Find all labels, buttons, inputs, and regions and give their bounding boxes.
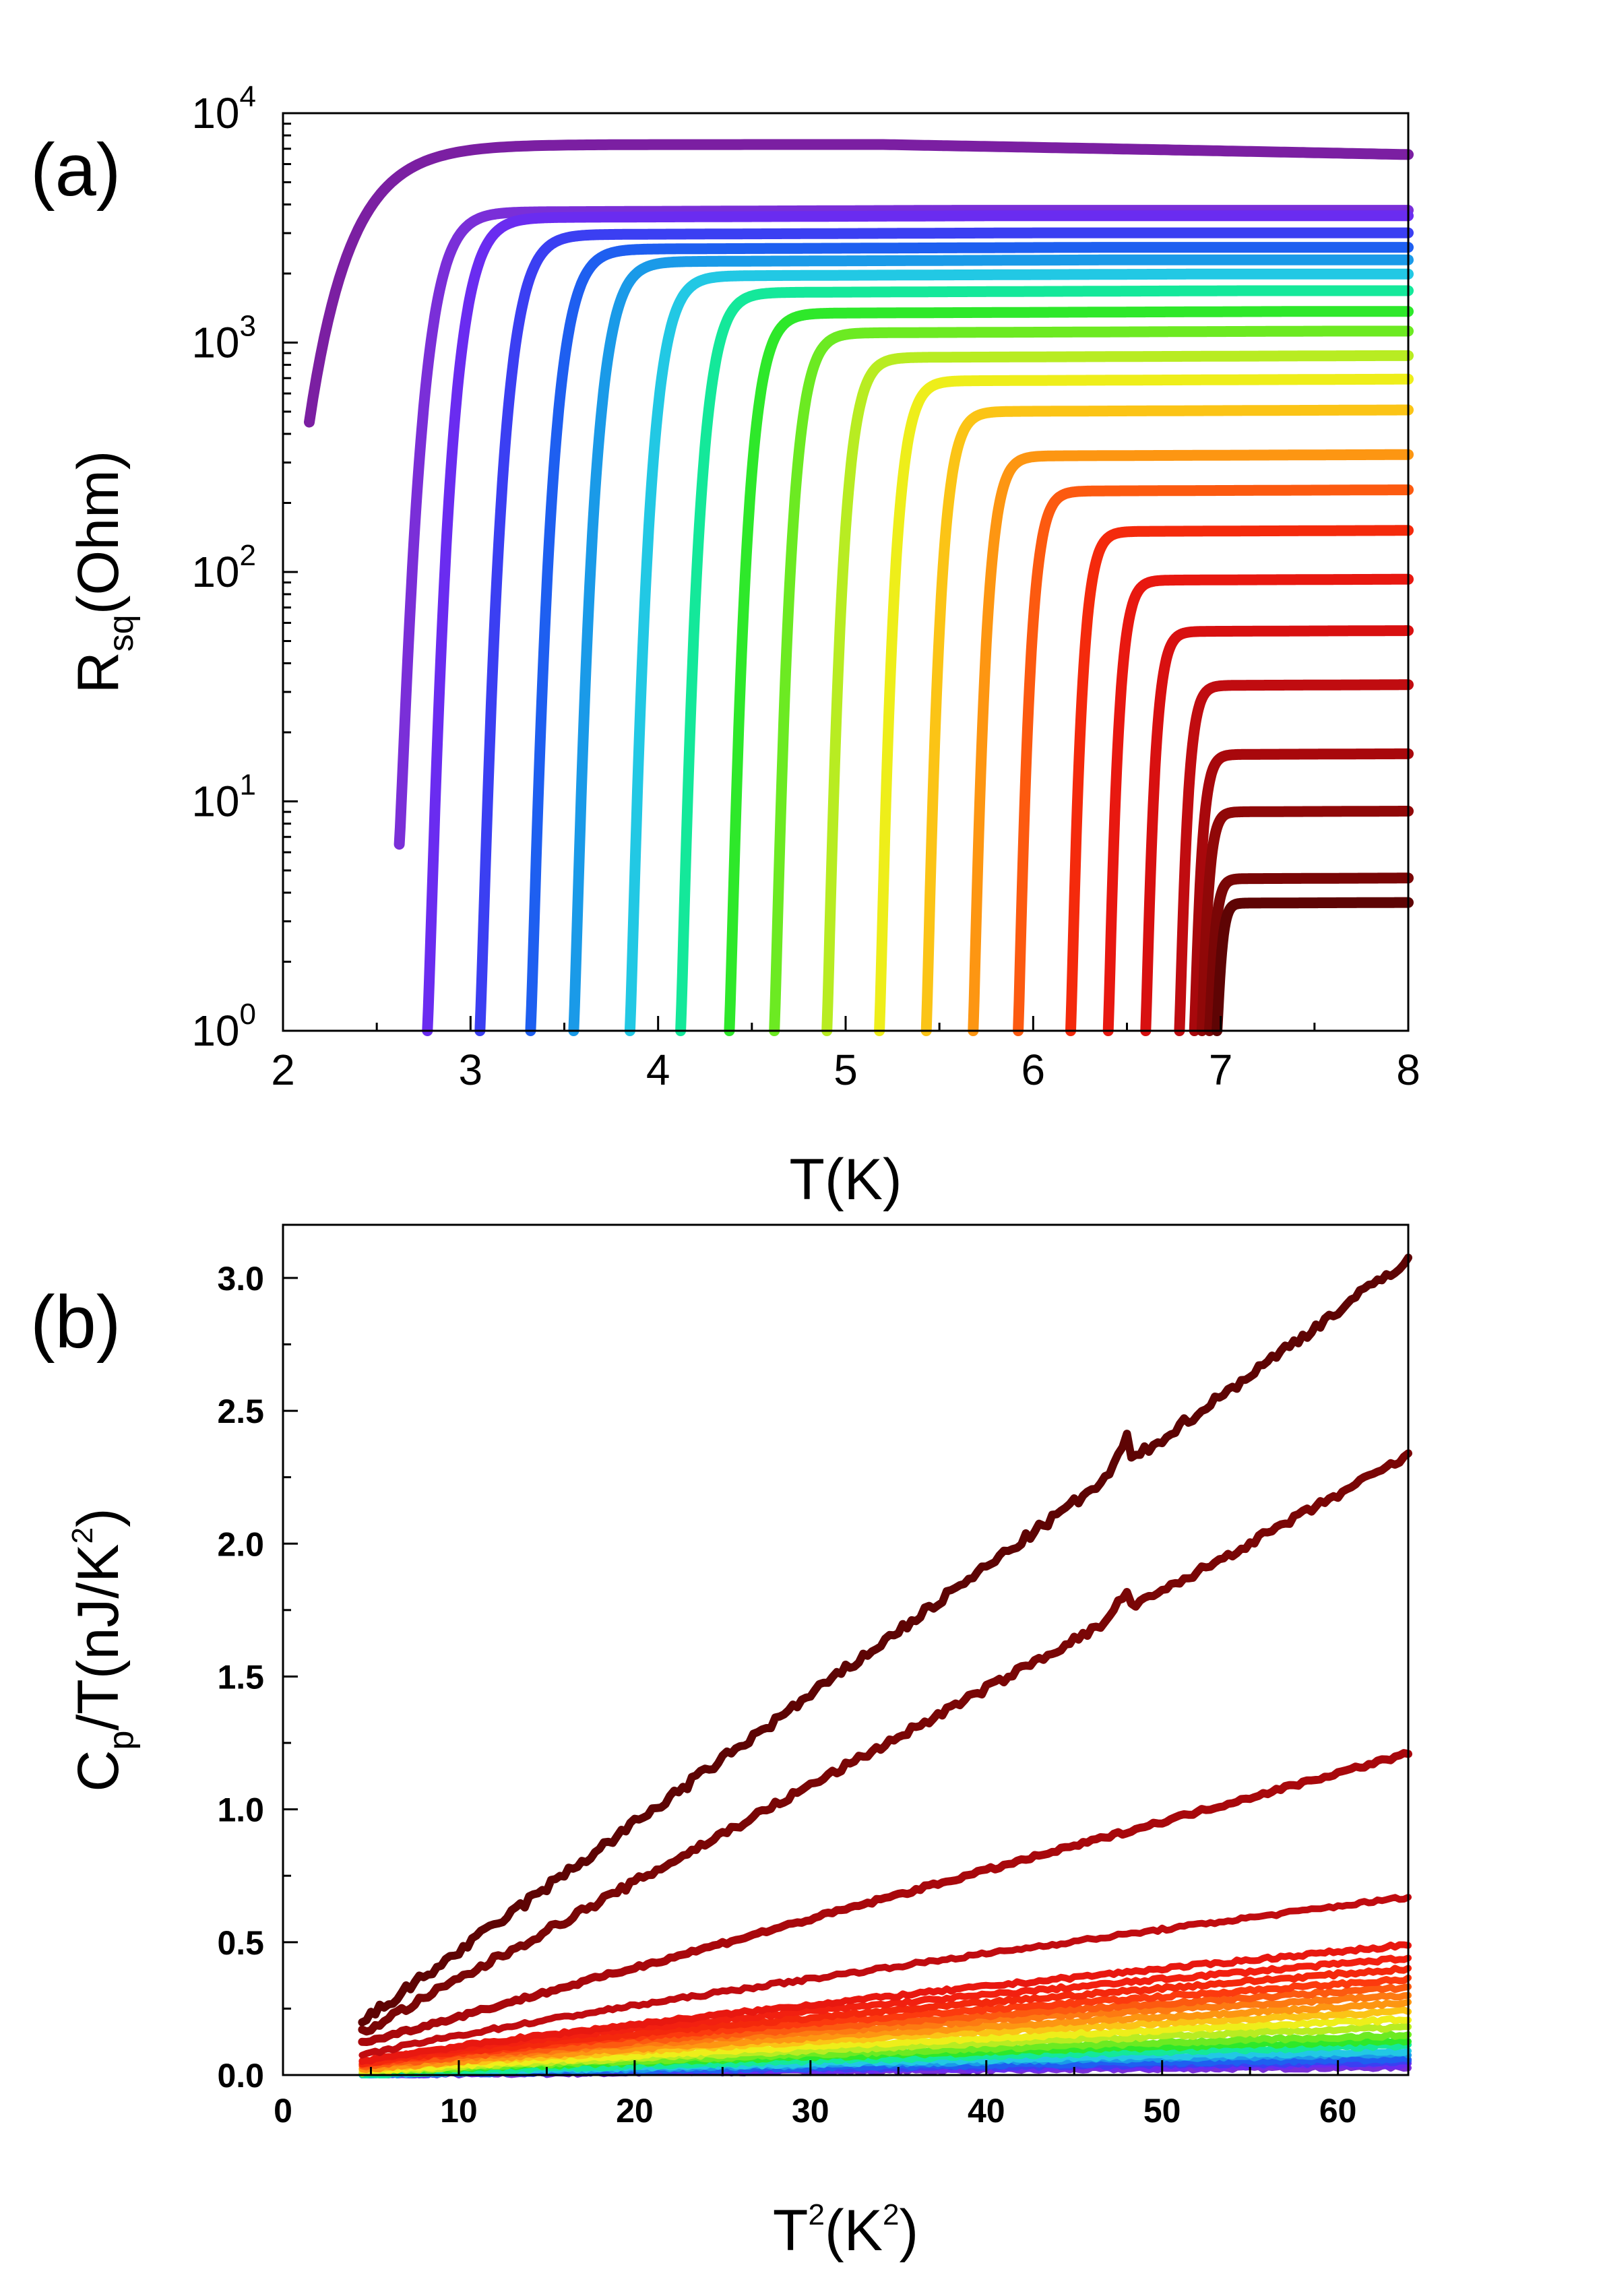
panel-a-series-curve-6: [568, 254, 1414, 1036]
panel-a-x-tick-labels: 2 3 4 5 6 7 8: [271, 1046, 1420, 1094]
panel-a-series-curve-2: [394, 205, 1414, 850]
panel-b-x-tick-label: 50: [1143, 2092, 1181, 2130]
panel-b-x-tick-label: 40: [968, 2092, 1005, 2130]
panel-a-series-curve-5: [525, 242, 1414, 1036]
panel-a-x-tick-label: 3: [459, 1046, 483, 1094]
panel-a-x-tick-label: 6: [1021, 1046, 1046, 1094]
panel-a-series-curve-23: [1212, 897, 1414, 1036]
panel-a-y-tick-label: 100: [191, 998, 256, 1055]
panel-b-series-curve-21: [358, 1749, 1412, 2046]
panel-a-series-curve-18: [1140, 625, 1414, 1036]
panel-b-y-tick-label: 3.0: [217, 1260, 264, 1298]
panel-a-series-curve-20: [1189, 748, 1414, 1036]
panel-b-y-tick-label: 0.5: [217, 1924, 264, 1962]
panel-a-series-curve-1: [304, 139, 1414, 428]
panel-b-y-tick-label: 1.5: [217, 1658, 264, 1696]
panel-a-x-tick-label: 4: [646, 1046, 670, 1094]
panel-a-series-curve-16: [1065, 525, 1414, 1036]
panel-b-series-curve-20: [358, 1894, 1412, 2059]
panel-a-series-curve-21: [1196, 806, 1414, 1036]
panel-a-y-axis-title: Rsq(Ohm): [66, 451, 141, 694]
panel-a-series-curve-12: [874, 373, 1414, 1036]
panel-b-chart: 0 10 20 30 40 50 60 0.0 0.5 1.0 1.5 2.0 2.5 3.0 T2(K…: [66, 1223, 1412, 2263]
panel-a-x-axis-title: T(K): [789, 1147, 902, 1212]
panel-b-x-tick-label: 20: [616, 2092, 654, 2130]
panel-b-series-curve-18: [358, 1954, 1412, 2065]
panel-a-y-tick-labels: 100 101 102 103 104: [191, 80, 256, 1055]
panel-b-series-curve-17: [358, 1965, 1412, 2068]
panel-a-series-curve-13: [920, 404, 1414, 1036]
panel-b-x-tick-labels: 0 10 20 30 40 50 60: [274, 2092, 1356, 2130]
panel-a-y-tick-label: 101: [191, 769, 256, 826]
panel-a-series-curve-9: [724, 306, 1414, 1036]
panel-a-series-curve-4: [474, 227, 1414, 1036]
panel-b-y-tick-label: 2.5: [217, 1393, 264, 1430]
panel-b-frame: [282, 1223, 1410, 2076]
panel-b-y-tick-label: 1.0: [217, 1791, 264, 1829]
panel-a-label: (a): [30, 129, 121, 212]
panel-b-x-tick-label: 10: [440, 2092, 478, 2130]
panel-a-series-curve-17: [1102, 573, 1414, 1036]
panel-a-series-curve-15: [1013, 484, 1414, 1036]
panel-a-y-tick-label: 102: [191, 539, 256, 596]
panel-b-x-tick-label: 0: [274, 2092, 292, 2130]
panel-a-chart: 2 3 4 5 6 7 8 100 101 102 103 104 T(K) Rsq(Ohm): [66, 80, 1420, 1212]
panel-a-series-curve-3: [422, 210, 1414, 1036]
panel-a-x-tick-label: 7: [1209, 1046, 1233, 1094]
panel-b-x-tick-label: 30: [792, 2092, 829, 2130]
panel-b-series-curve-22: [358, 1449, 1412, 2036]
panel-b-label: (b): [30, 1281, 121, 1364]
panel-a-series-curve-10: [769, 325, 1414, 1036]
panel-b-ticks: [282, 1277, 1340, 2076]
panel-b-curves: [358, 1253, 1412, 2078]
panel-b-series-curve-19: [358, 1941, 1412, 2065]
panel-b-y-tick-label: 2.0: [217, 1525, 264, 1563]
panel-a-x-tick-label: 8: [1396, 1046, 1420, 1094]
panel-a-ticks: [282, 112, 1410, 1032]
panel-b-y-tick-labels: 0.0 0.5 1.0 1.5 2.0 2.5 3.0: [217, 1260, 264, 2095]
panel-a-series-curve-8: [675, 285, 1414, 1036]
panel-a-series-curve-14: [968, 449, 1414, 1036]
panel-b-y-tick-label: 0.0: [217, 2057, 264, 2095]
panel-b-x-tick-label: 60: [1319, 2092, 1357, 2130]
panel-a-x-tick-label: 5: [834, 1046, 858, 1094]
panel-b-series-curve-23: [358, 1253, 1412, 2027]
panel-a-y-tick-label: 103: [191, 310, 256, 367]
panel-a-x-tick-label: 2: [271, 1046, 295, 1094]
panel-a-series-curve-22: [1204, 872, 1414, 1036]
panel-b-y-axis-title: Cp/T(nJ/K2): [66, 1508, 141, 1791]
panel-a-y-tick-label: 104: [191, 80, 256, 137]
panel-a-series-curve-11: [821, 350, 1414, 1036]
panel-a-series-curve-19: [1174, 679, 1414, 1036]
panel-b-x-axis-title: T2(K2): [773, 2198, 918, 2263]
panel-a-curves: [304, 139, 1414, 1036]
panel-a-series-curve-7: [624, 268, 1414, 1036]
